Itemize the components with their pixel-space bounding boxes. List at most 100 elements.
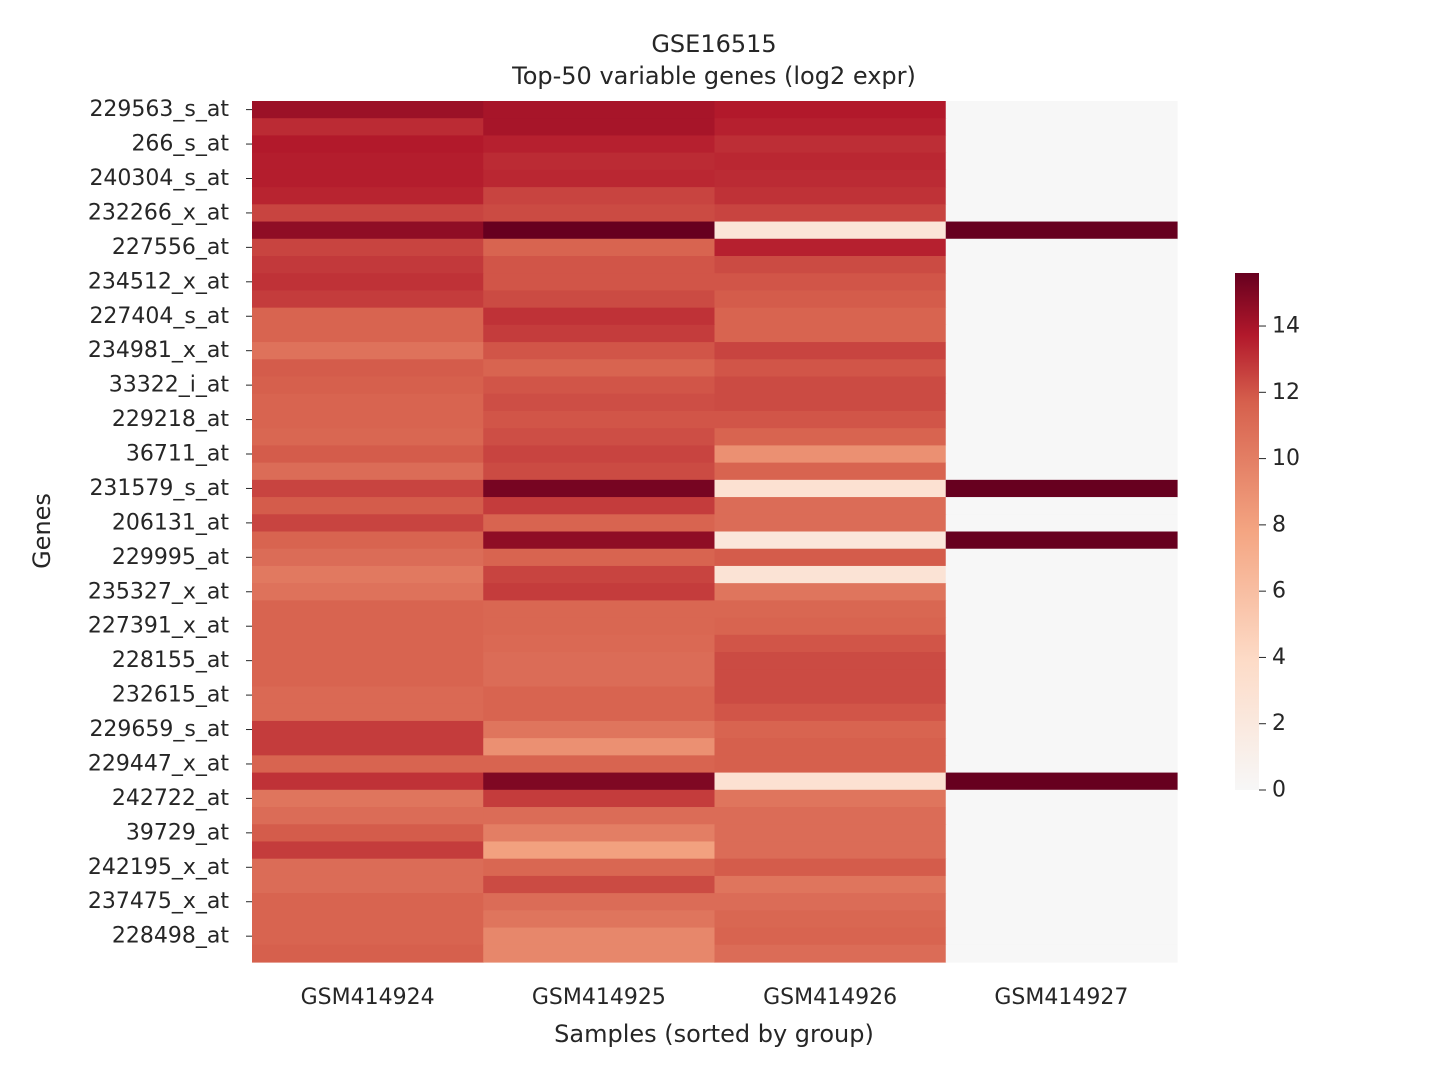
colorbar: [1235, 273, 1259, 790]
heatmap-cell: [252, 152, 484, 171]
heatmap-cell: [252, 634, 484, 653]
heatmap-cell: [945, 841, 1178, 860]
heatmap-cell: [945, 755, 1178, 774]
heatmap-cell: [252, 393, 484, 412]
heatmap-cell: [252, 565, 484, 584]
heatmap-cell: [483, 600, 716, 619]
heatmap-cell: [714, 583, 947, 601]
heatmap-cell: [252, 910, 484, 929]
row-tick-label: 242195_x_at: [88, 855, 229, 880]
heatmap-cell: [483, 359, 716, 378]
heatmap-cell: [945, 927, 1178, 946]
heatmap-cell: [714, 617, 947, 636]
heatmap-cell: [714, 101, 947, 119]
colorbar-tick-label: 8: [1272, 512, 1286, 537]
heatmap-cell: [483, 204, 716, 223]
row-tick-label: 240304_s_at: [89, 166, 229, 191]
heatmap-cell: [945, 410, 1178, 429]
colorbar-tick-label: 10: [1272, 446, 1300, 471]
heatmap-cell: [252, 135, 484, 154]
heatmap-cell: [714, 238, 947, 257]
heatmap-cell: [714, 479, 947, 498]
heatmap-cell: [252, 376, 484, 395]
heatmap-cell: [714, 118, 947, 137]
heatmap-cell: [252, 118, 484, 137]
heatmap-cell: [714, 273, 947, 292]
heatmap-cell: [252, 944, 484, 963]
row-tick-label: 266_s_at: [131, 132, 229, 157]
heatmap-cell: [945, 187, 1178, 205]
heatmap-cell: [714, 221, 947, 240]
heatmap-cell: [714, 290, 947, 309]
heatmap-cell: [945, 307, 1178, 326]
row-tick-label: 235327_x_at: [88, 579, 229, 604]
heatmap-cell: [252, 531, 484, 550]
heatmap-cell: [714, 445, 947, 464]
heatmap-cell: [945, 875, 1178, 894]
heatmap-cell: [714, 548, 947, 567]
heatmap-cell: [945, 807, 1178, 825]
heatmap-cell: [714, 428, 947, 446]
heatmap-cell: [483, 565, 716, 584]
heatmap-cell: [252, 479, 484, 498]
heatmap-cell: [483, 428, 716, 446]
heatmap-cell: [945, 910, 1178, 929]
heatmap-cell: [714, 893, 947, 911]
row-tick-label: 206131_at: [112, 510, 229, 535]
heatmap-cell: [483, 135, 716, 154]
heatmap-cell: [714, 634, 947, 653]
heatmap-cell: [252, 255, 484, 274]
heatmap-cell: [714, 393, 947, 412]
column-tick-label: GSM414927: [994, 985, 1128, 1010]
heatmap-cell: [252, 273, 484, 292]
heatmap-cell: [714, 789, 947, 808]
heatmap-cell: [483, 703, 716, 722]
heatmap-cell: [945, 428, 1178, 446]
heatmap-cell: [483, 307, 716, 326]
heatmap-cell: [714, 720, 947, 739]
row-tick-labels: 229563_s_at 266_s_at 240304_s_at 232266_x_a…: [88, 97, 252, 949]
heatmap-cell: [483, 497, 716, 515]
heatmap-cell: [483, 410, 716, 429]
heatmap-cell: [714, 531, 947, 550]
heatmap-cell: [252, 462, 484, 481]
heatmap-cell: [945, 634, 1178, 653]
heatmap-cell: [252, 548, 484, 567]
row-tick-label: 39729_at: [126, 820, 229, 845]
heatmap-cell: [252, 927, 484, 946]
heatmap-cell: [483, 548, 716, 567]
heatmap-cell: [714, 410, 947, 429]
heatmap-cell: [945, 273, 1178, 292]
heatmap-cell: [714, 703, 947, 722]
heatmap-cell: [483, 221, 716, 240]
heatmap-cell: [483, 255, 716, 274]
heatmap-cell: [945, 135, 1178, 154]
heatmap-cell: [945, 152, 1178, 171]
heatmap-cell: [483, 634, 716, 653]
heatmap-cell: [714, 807, 947, 825]
row-tick-label: 232266_x_at: [88, 200, 229, 225]
heatmap-cell: [714, 376, 947, 395]
column-tick-label: GSM414926: [763, 985, 897, 1010]
heatmap-cell: [483, 342, 716, 360]
heatmap-cell: [483, 445, 716, 464]
heatmap-cell: [945, 565, 1178, 584]
heatmap-cell: [483, 875, 716, 894]
heatmap-cell: [252, 841, 484, 860]
heatmap-cell: [252, 652, 484, 670]
heatmap-cell: [714, 824, 947, 843]
heatmap-cell: [483, 755, 716, 774]
heatmap-cell: [252, 824, 484, 843]
heatmap-cell: [714, 875, 947, 894]
column-tick-label: GSM414924: [301, 985, 435, 1010]
heatmap-cell: [483, 583, 716, 601]
heatmap-cell: [252, 169, 484, 188]
heatmap-cell: [483, 893, 716, 911]
heatmap-cell: [483, 669, 716, 688]
heatmap-cell: [483, 273, 716, 292]
heatmap-cell: [252, 703, 484, 722]
row-tick-label: 234981_x_at: [88, 338, 229, 363]
heatmap-cell: [945, 738, 1178, 756]
heatmap-cell: [483, 462, 716, 481]
